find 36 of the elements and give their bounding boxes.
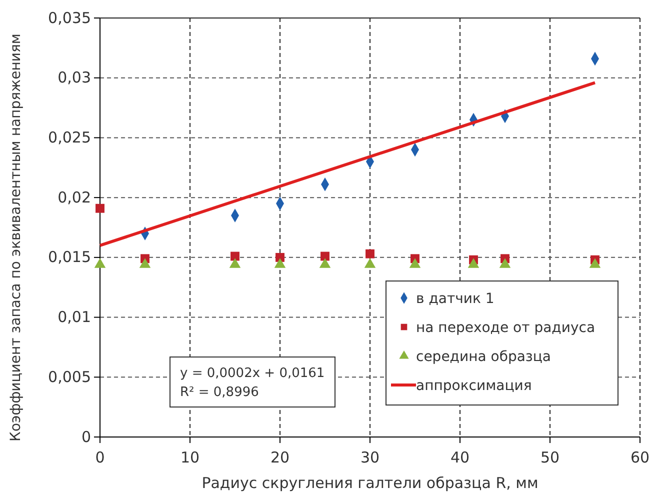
point (366, 249, 374, 258)
annotation: y = 0,0002x + 0,0161 R² = 0,8996 (180, 366, 325, 400)
y-tick-label: 0 (81, 428, 91, 446)
x-tick-label: 10 (180, 448, 200, 466)
x-tick-label: 50 (540, 448, 560, 466)
point (589, 258, 601, 268)
point (274, 258, 286, 268)
x-tick-label: 30 (360, 448, 380, 466)
point (139, 258, 151, 268)
legend-label: середина образца (416, 349, 551, 365)
point (499, 258, 511, 268)
point (94, 258, 106, 268)
legend-label: в датчик 1 (416, 291, 494, 307)
y-tick-label: 0,015 (48, 248, 91, 266)
point (230, 252, 240, 261)
x-axis-title: Радиус скругления галтели образца R, мм (202, 474, 538, 492)
y-tick-label: 0,035 (48, 8, 91, 27)
legend-label: аппроксимация (416, 378, 532, 394)
y-tick-label: 0,03 (58, 68, 91, 87)
x-tick-label: 40 (450, 448, 470, 466)
x-tick-label: 0 (95, 448, 105, 466)
y-tick-label: 0,025 (48, 128, 91, 147)
y-tick-label: 0,005 (48, 368, 91, 386)
y-tick-label: 0,02 (58, 188, 91, 206)
y-axis-title: Коэффициент запаса по эквивалентным напряжениям (8, 34, 24, 442)
point (229, 258, 241, 268)
point (409, 258, 421, 268)
point (468, 258, 480, 268)
point (96, 204, 104, 213)
x-tick-label: 60 (630, 448, 650, 466)
x-tick-label: 20 (270, 448, 290, 466)
point (320, 252, 330, 261)
y-tick-label: 0,01 (58, 308, 91, 326)
point (364, 258, 376, 268)
legend-label: на переходе от радиуса (416, 320, 596, 336)
point (319, 258, 331, 268)
